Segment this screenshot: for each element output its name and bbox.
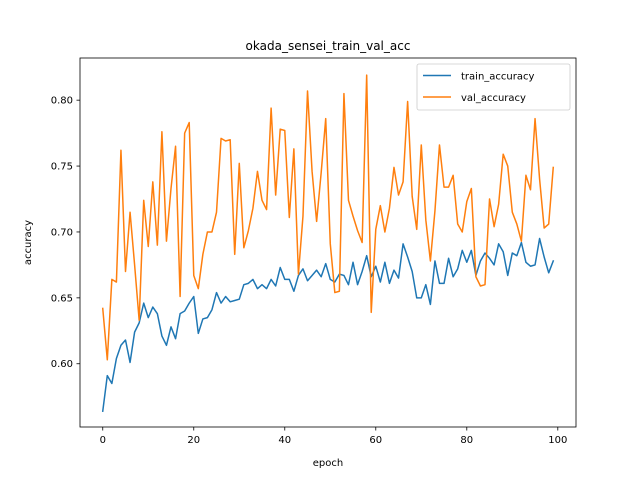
series-line-val_accuracy	[101, 74, 555, 361]
chart-title: okada_sensei_train_val_acc	[246, 39, 411, 53]
y-tick-label: 0.80	[51, 96, 73, 107]
plot-frame	[79, 57, 577, 428]
y-tick-label: 0.70	[51, 227, 73, 238]
y-tick-label: 0.65	[51, 293, 73, 304]
legend-box	[416, 63, 571, 111]
x-axis-label: epoch	[313, 458, 343, 469]
series-line-train_accuracy	[101, 237, 555, 413]
x-tick-label: 0	[100, 435, 106, 446]
x-tick-label: 100	[548, 435, 567, 446]
series-layer	[101, 74, 555, 413]
y-axis: 0.60 0.65 0.70 0.75 0.80	[51, 96, 80, 370]
x-tick-label: 20	[187, 435, 200, 446]
x-tick-label: 40	[278, 435, 291, 446]
x-tick-label: 80	[460, 435, 473, 446]
y-tick-label: 0.60	[51, 359, 73, 370]
x-axis: 0 20 40 60 80 100	[100, 427, 567, 446]
legend-label-train: train_accuracy	[461, 72, 534, 83]
y-tick-label: 0.75	[51, 162, 73, 173]
x-tick-label: 60	[369, 435, 382, 446]
y-axis-label: accuracy	[23, 220, 34, 265]
legend: train_accuracy val_accuracy	[416, 63, 571, 111]
legend-label-val: val_accuracy	[461, 93, 526, 104]
